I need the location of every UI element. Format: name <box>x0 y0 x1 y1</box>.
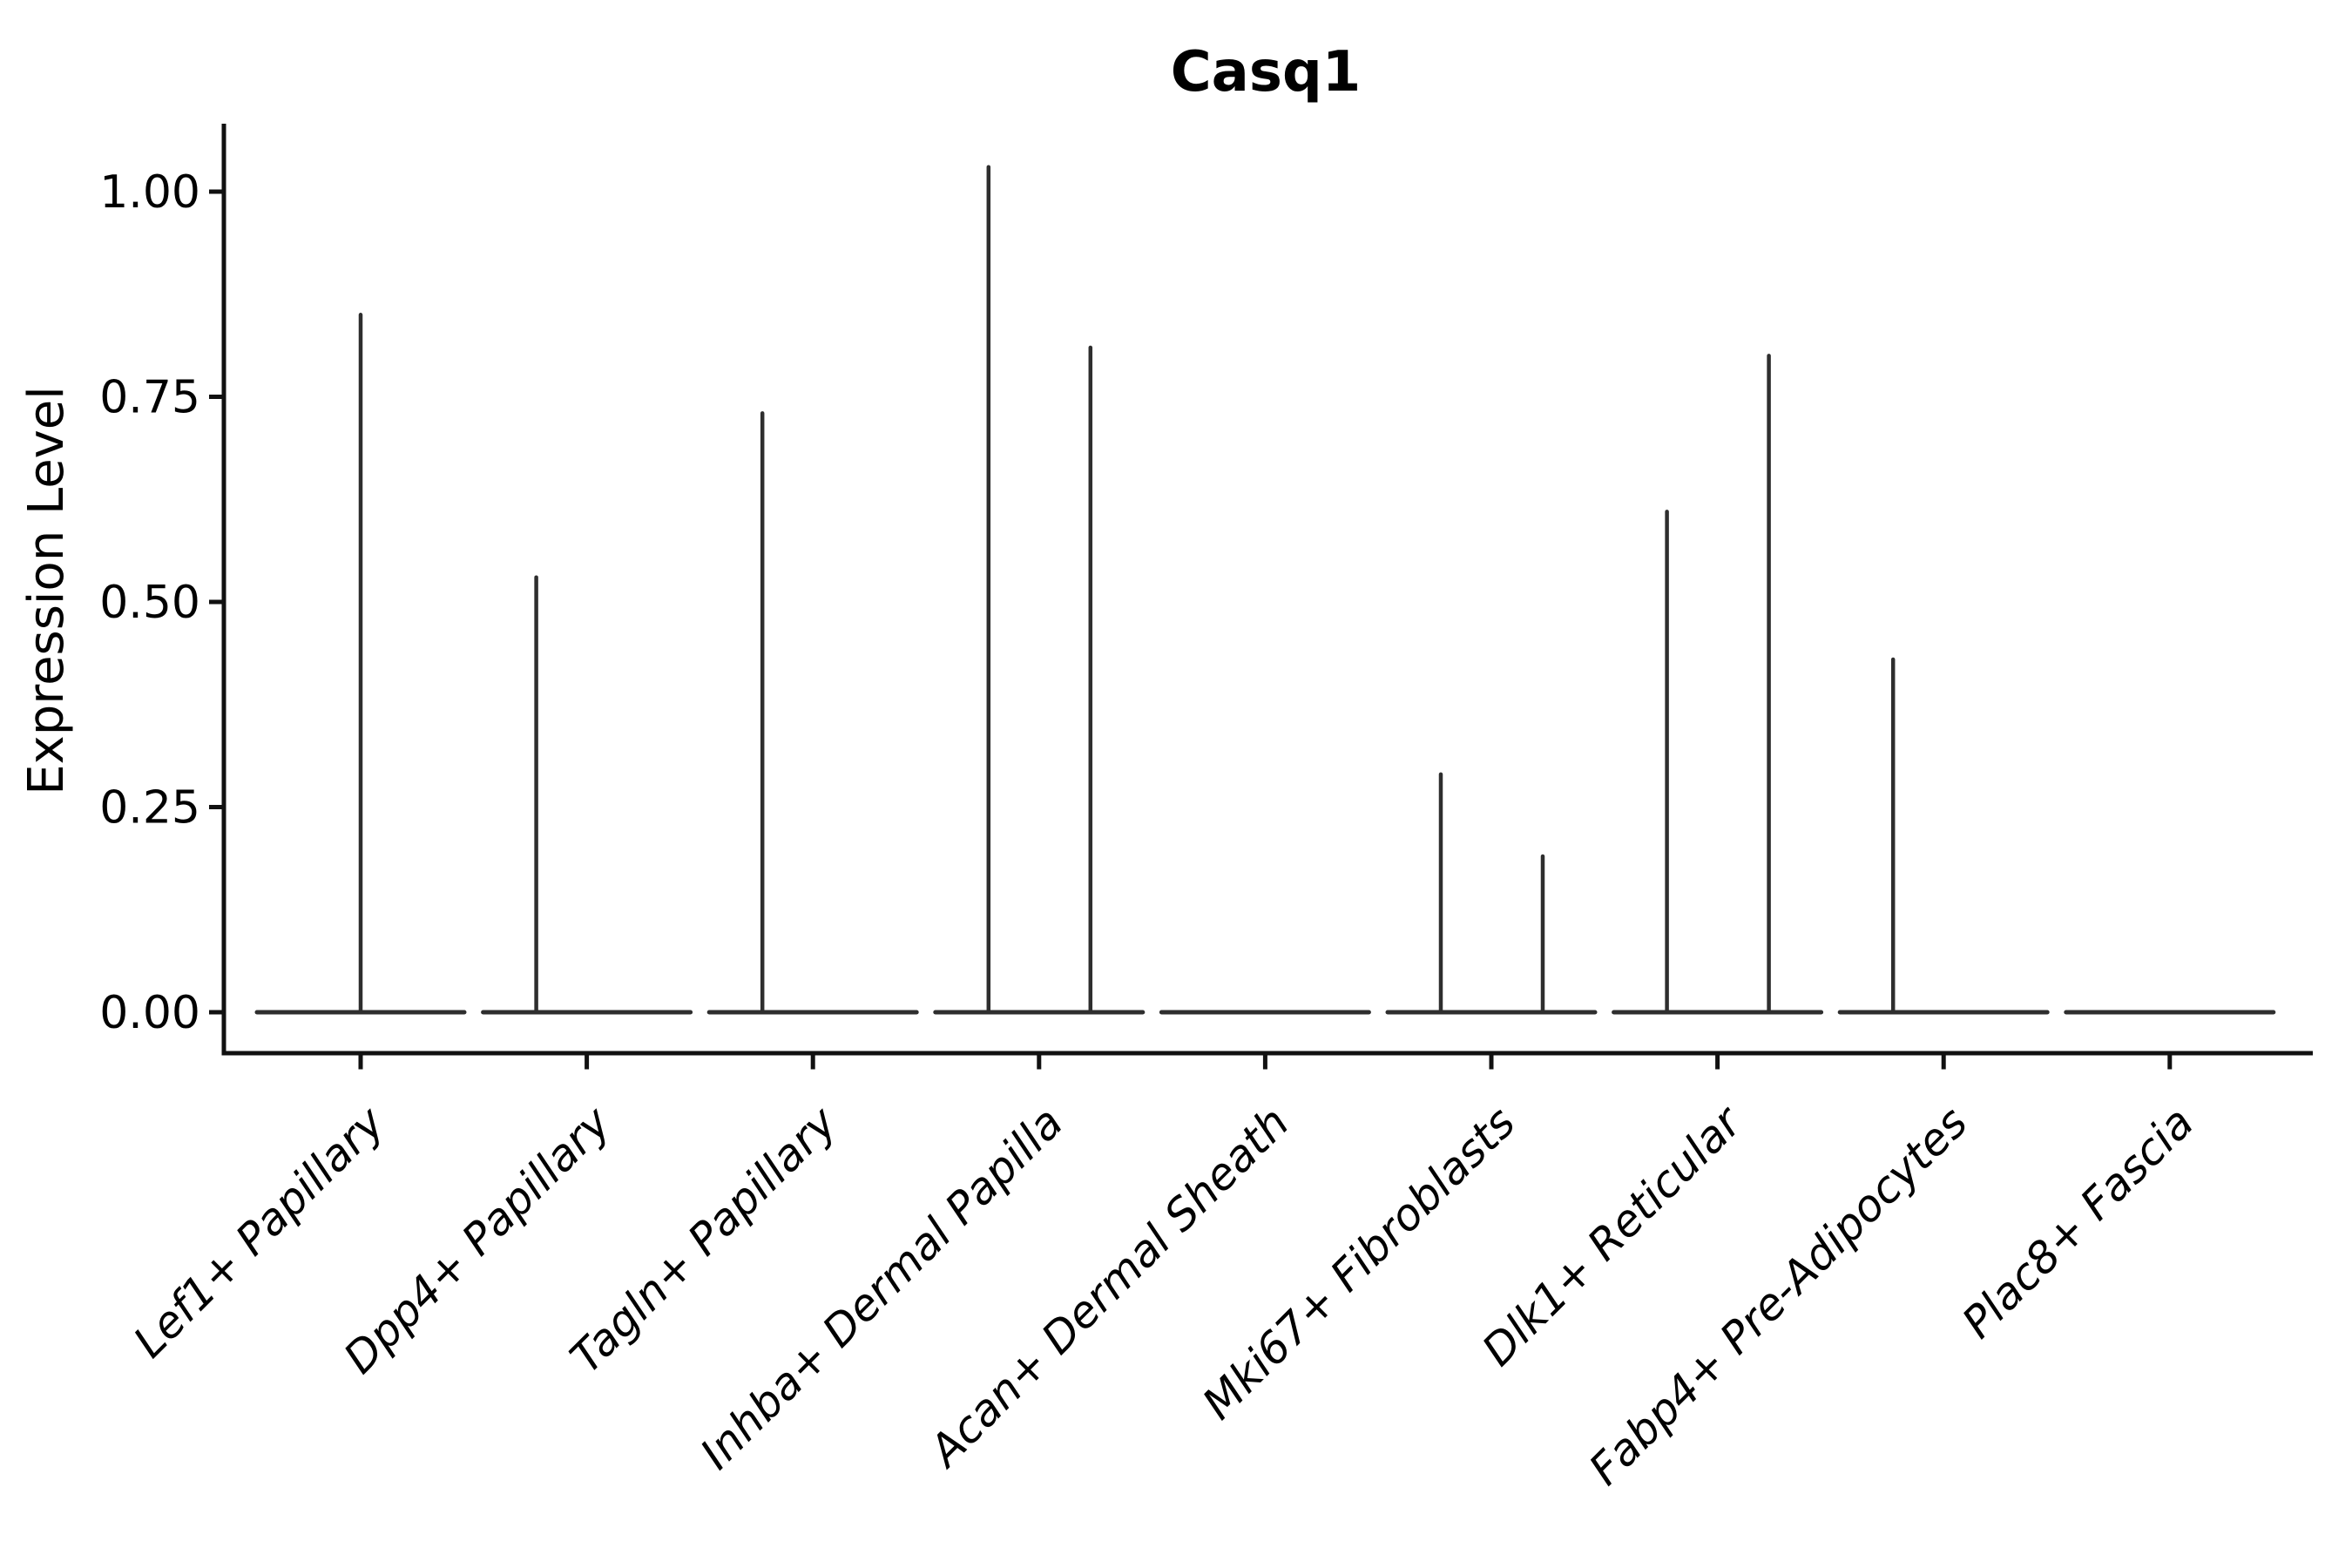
y-tick-label: 1.00 <box>99 166 200 219</box>
x-tick-label: Fabp4+ Pre-Adipocytes <box>1579 1097 1977 1495</box>
violins-layer <box>254 165 2276 1015</box>
y-tick-label: 0.75 <box>99 372 200 424</box>
y-tick-label: 0.25 <box>99 782 200 835</box>
x-tick-label: Acan+ Dermal Sheath <box>918 1097 1299 1477</box>
y-tick-label: 0.00 <box>99 987 200 1039</box>
y-axis-label: Expression Level <box>18 386 75 795</box>
x-tick-label: Inhba+ Dermal Papilla <box>691 1097 1072 1478</box>
y-ticks-layer: 1.00 0.75 0.50 0.25 0.00 <box>99 166 224 1039</box>
plot-title: Casq1 <box>1171 40 1362 105</box>
x-tick-label: Plac8+ Fascia <box>1952 1097 2203 1348</box>
y-tick-label: 0.50 <box>99 577 200 629</box>
